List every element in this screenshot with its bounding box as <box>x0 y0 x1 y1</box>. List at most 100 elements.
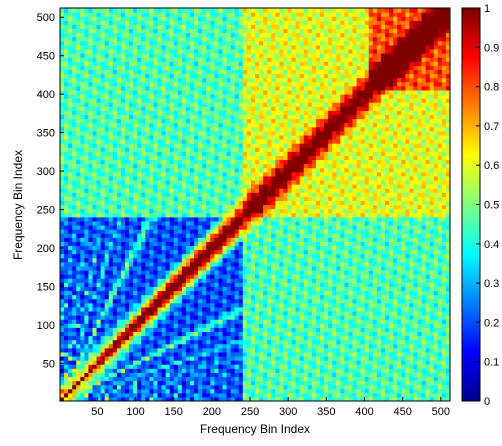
heatmap-cell <box>104 388 110 394</box>
heatmap-cell <box>177 233 183 238</box>
heatmap-cell <box>250 253 256 259</box>
heatmap-cell <box>267 77 272 83</box>
heatmap-cell <box>108 200 114 206</box>
heatmap-cell <box>76 216 81 222</box>
heatmap-cell <box>234 237 240 242</box>
heatmap-cell <box>218 392 224 398</box>
heatmap-cell <box>60 237 65 242</box>
heatmap-cell <box>173 376 179 382</box>
heatmap-cell <box>218 315 224 320</box>
heatmap-cell <box>206 175 211 181</box>
heatmap-cell <box>230 229 236 234</box>
heatmap-cell <box>230 372 236 378</box>
heatmap-cell <box>194 298 199 304</box>
heatmap-cell <box>222 89 228 95</box>
heatmap-cell <box>169 249 175 255</box>
heatmap-cell <box>76 347 81 353</box>
heatmap-cell <box>263 44 268 50</box>
heatmap-cell <box>165 167 171 173</box>
heatmap-cell <box>181 278 187 283</box>
heatmap-cell <box>173 306 179 312</box>
heatmap-cell <box>76 355 81 361</box>
heatmap-cell <box>238 282 244 287</box>
heatmap-cell <box>120 159 126 165</box>
heatmap-cell <box>80 319 85 324</box>
heatmap-cell <box>214 155 220 161</box>
heatmap-cell <box>267 241 272 247</box>
heatmap-cell <box>72 192 77 197</box>
heatmap-cell <box>202 65 207 70</box>
heatmap-cell <box>72 57 77 62</box>
heatmap-cell <box>80 163 85 169</box>
heatmap-cell <box>177 200 183 206</box>
heatmap-cell <box>238 155 244 161</box>
heatmap-cell <box>76 253 81 259</box>
heatmap-cell <box>210 278 215 283</box>
heatmap-cell <box>198 245 203 251</box>
heatmap-cell <box>246 184 252 189</box>
heatmap-cell <box>96 147 102 152</box>
heatmap-cell <box>60 151 65 156</box>
heatmap-cell <box>76 20 81 25</box>
heatmap-cell <box>84 102 90 107</box>
heatmap-cell <box>120 204 126 210</box>
heatmap-cell <box>116 57 122 62</box>
heatmap-cell <box>68 335 73 341</box>
heatmap-cell <box>104 290 110 296</box>
heatmap-cell <box>153 278 159 283</box>
heatmap-cell <box>76 376 81 382</box>
heatmap-cell <box>198 196 203 201</box>
heatmap-cell <box>149 257 155 263</box>
heatmap-cell <box>153 134 159 140</box>
heatmap-cell <box>185 216 191 222</box>
heatmap-cell <box>267 53 272 58</box>
heatmap-cell <box>181 294 187 300</box>
heatmap-cell <box>263 159 268 165</box>
heatmap-cell <box>104 270 110 275</box>
heatmap-cell <box>68 368 73 373</box>
heatmap-cell <box>80 261 85 267</box>
heatmap-cell <box>141 16 146 21</box>
heatmap-cell <box>120 372 126 378</box>
heatmap-cell <box>226 36 232 42</box>
heatmap-cell <box>149 286 155 292</box>
heatmap-cell <box>141 130 146 136</box>
heatmap-cell <box>259 184 264 189</box>
heatmap-cell <box>68 98 73 103</box>
heatmap-cell <box>76 155 81 161</box>
heatmap-cell <box>173 261 179 267</box>
heatmap-cell <box>72 40 77 46</box>
heatmap-cell <box>145 192 150 197</box>
heatmap-cell <box>214 208 220 214</box>
heatmap-cell <box>226 48 232 54</box>
heatmap-cell <box>145 335 150 341</box>
heatmap-cell <box>169 114 175 120</box>
heatmap-cell <box>194 89 199 95</box>
heatmap-cell <box>80 360 85 365</box>
heatmap-cell <box>226 147 232 152</box>
heatmap-cell <box>250 319 256 324</box>
heatmap-cell <box>210 335 215 341</box>
heatmap-cell <box>133 278 138 283</box>
heatmap-cell <box>234 147 240 152</box>
heatmap-cell <box>190 237 195 242</box>
heatmap-cell <box>120 241 126 247</box>
heatmap-cell <box>267 327 272 332</box>
heatmap-cell <box>60 343 65 349</box>
heatmap-cell <box>226 139 232 144</box>
heatmap-cell <box>161 396 167 401</box>
heatmap-cell <box>222 85 228 91</box>
heatmap-cell <box>267 167 272 173</box>
heatmap-cell <box>250 24 256 30</box>
heatmap-cell <box>60 85 65 91</box>
heatmap-cell <box>108 278 114 283</box>
heatmap-cell <box>145 323 150 328</box>
heatmap-cell <box>263 192 268 197</box>
heatmap-cell <box>145 265 150 271</box>
heatmap-cell <box>242 126 248 132</box>
heatmap-cell <box>242 139 248 144</box>
heatmap-cell <box>153 69 159 75</box>
heatmap-cell <box>100 396 106 401</box>
heatmap-cell <box>250 69 256 75</box>
heatmap-cell <box>133 343 138 349</box>
